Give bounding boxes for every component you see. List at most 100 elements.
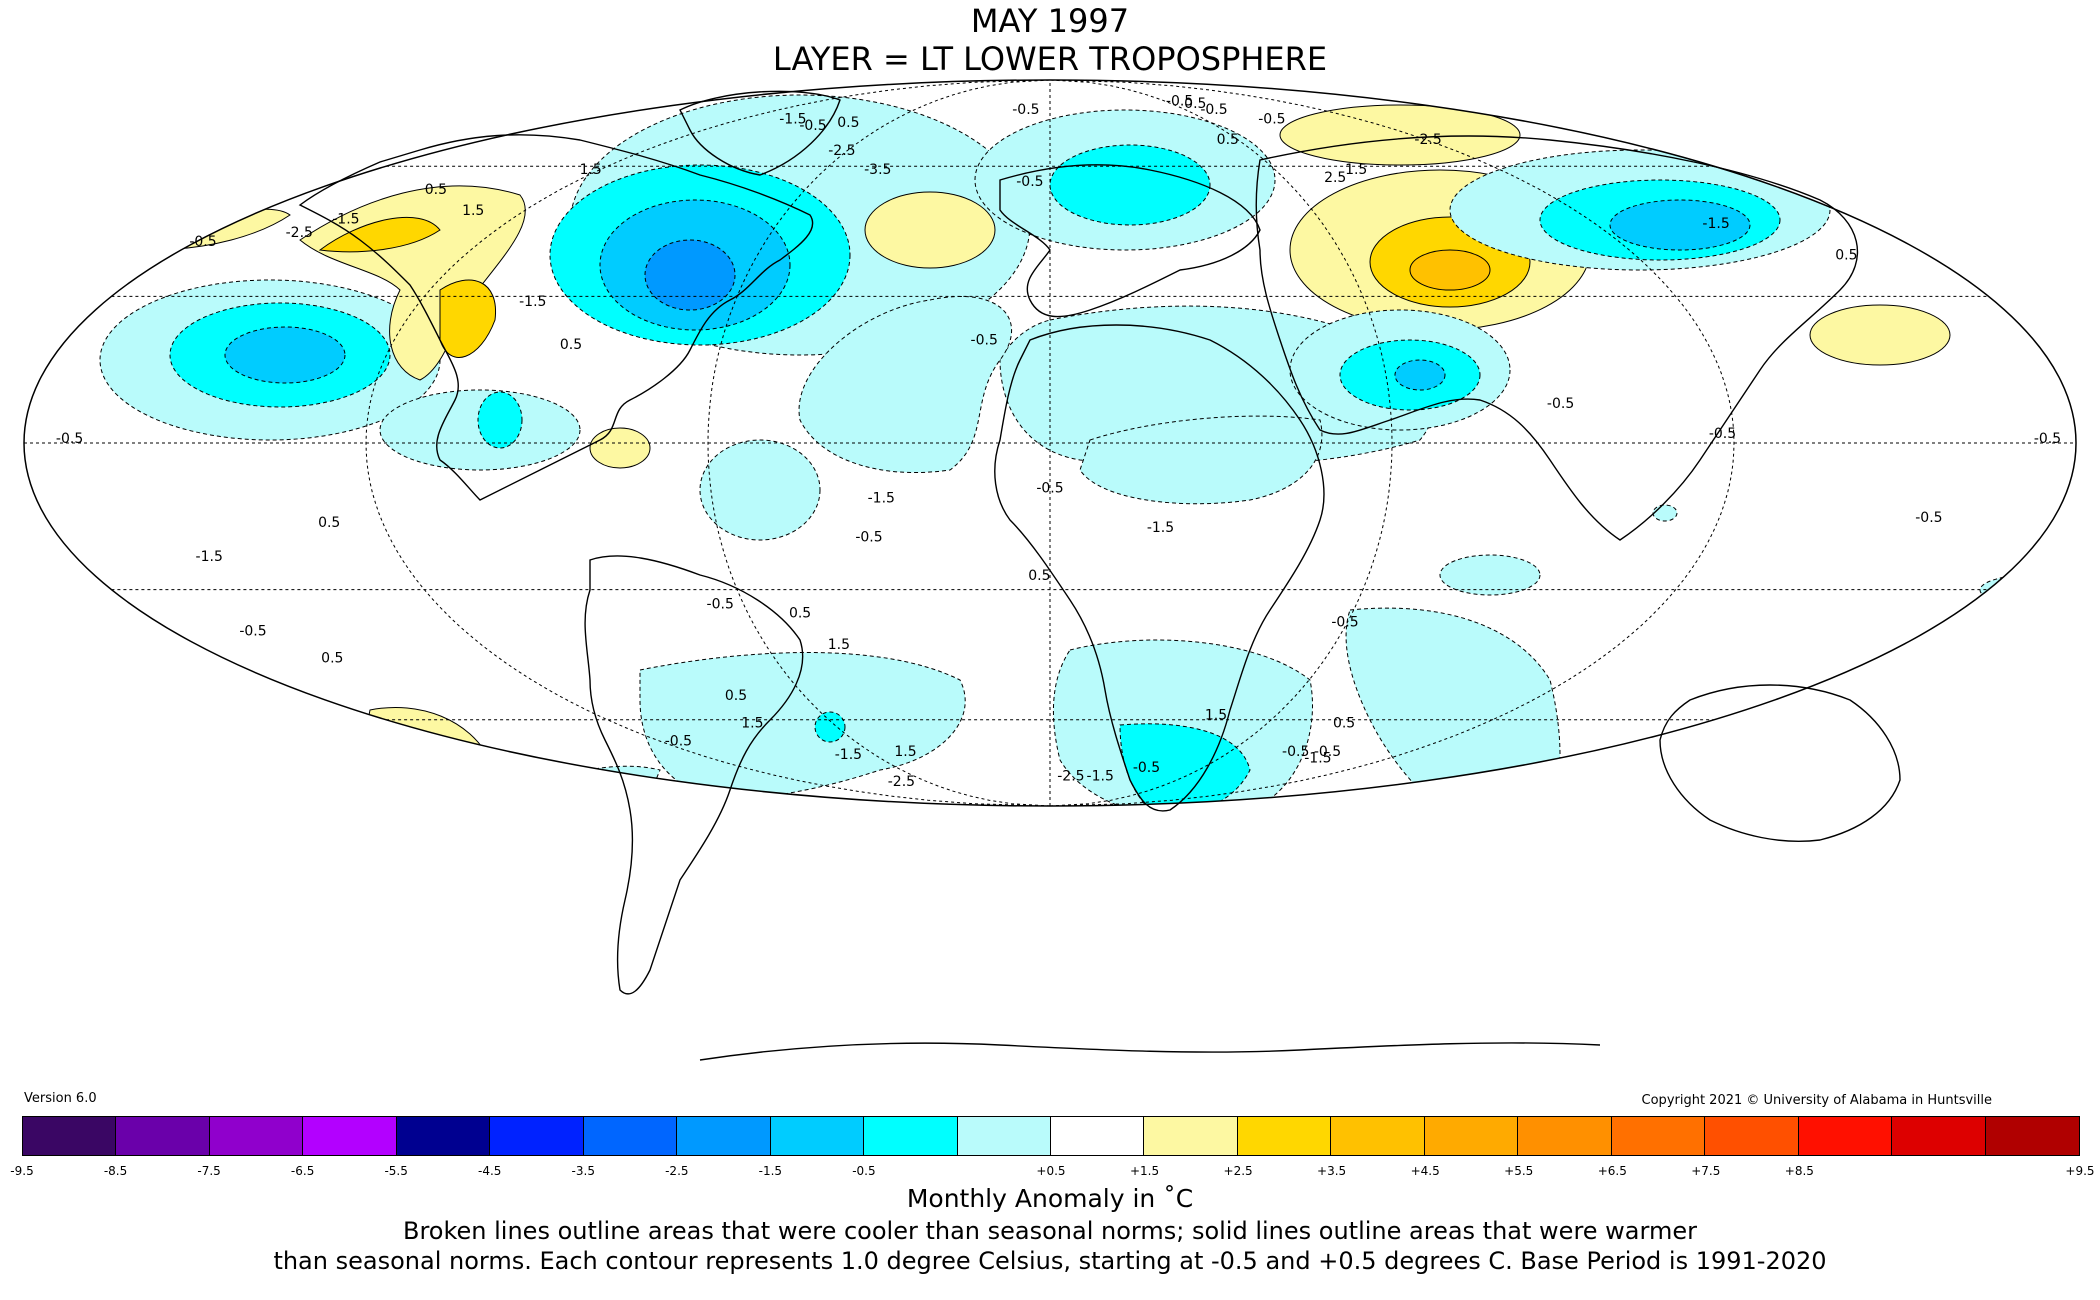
anomaly-layer bbox=[26, 94, 2076, 1070]
contour-label: -0.5 bbox=[1133, 760, 1160, 776]
anomaly-region-neg bbox=[169, 742, 281, 806]
contour-label: -1.5 bbox=[1087, 769, 1114, 785]
colorbar-segment bbox=[1985, 1117, 2079, 1155]
anomaly-region-neg bbox=[1652, 504, 1678, 522]
anomaly-region-pos bbox=[589, 427, 651, 469]
contour-label: -0.5 bbox=[239, 624, 266, 640]
contour-label: 0.5 bbox=[1217, 132, 1239, 148]
anomaly-region-neg bbox=[507, 765, 661, 806]
anomaly-region-neg bbox=[1979, 573, 2076, 607]
colorbar-segment bbox=[490, 1117, 584, 1155]
colorbar-segment bbox=[23, 1117, 117, 1155]
colorbar-segment bbox=[303, 1117, 397, 1155]
anomaly-region-pos bbox=[1300, 904, 1539, 986]
anomaly-region-neg bbox=[26, 576, 64, 594]
anomaly-region-pos bbox=[1809, 304, 1951, 366]
colorbar-tick-label: -0.5 bbox=[852, 1164, 876, 1178]
contour-label: -0.5 bbox=[56, 431, 83, 447]
coastline-asia bbox=[1255, 135, 1859, 541]
colorbar-segment bbox=[1611, 1117, 1706, 1155]
contour-label: -1.5 bbox=[779, 112, 806, 128]
contour-label: -0.5 bbox=[1282, 744, 1309, 760]
anomaly-region-neg bbox=[1439, 554, 1541, 596]
anomaly-region-neg bbox=[1609, 199, 1751, 251]
anomaly-region-pos bbox=[318, 216, 441, 253]
contour-label: -0.5 bbox=[1200, 102, 1227, 118]
contour-label: -0.5 bbox=[665, 734, 692, 750]
anomaly-region-pos bbox=[439, 279, 497, 358]
colorbar-tick-label: -2.5 bbox=[665, 1164, 689, 1178]
anomaly-region-pos bbox=[777, 1000, 920, 1062]
anomaly-region-pos bbox=[380, 878, 812, 1070]
chart-subtitle: LAYER = LT LOWER TROPOSPHERE bbox=[772, 40, 1328, 78]
colorbar-segment bbox=[1798, 1117, 1893, 1155]
contour-label: -0.5 bbox=[1709, 426, 1736, 442]
anomaly-region-pos bbox=[864, 191, 996, 269]
contour-label: 1.5 bbox=[580, 162, 602, 178]
copyright-label: Copyright 2021 © University of Alabama i… bbox=[1641, 1093, 1992, 1108]
contour-labels: -1.5-0.5-0.50.5-0.5-0.50.50.5-0.5-2.5-3.… bbox=[56, 93, 2061, 790]
contour-label: -0.5 bbox=[1166, 93, 1193, 109]
coastline-north-america bbox=[298, 134, 814, 501]
contour-label: -1.5 bbox=[1702, 216, 1729, 232]
coastlines bbox=[298, 90, 1901, 1061]
anomaly-region-pos bbox=[1409, 249, 1491, 291]
colorbar-segment bbox=[583, 1117, 678, 1155]
contour-label: 1.5 bbox=[1205, 708, 1227, 724]
contour-label: 1.5 bbox=[1345, 162, 1367, 178]
colorbar-segment bbox=[770, 1117, 865, 1155]
colorbar-tick-label: +4.5 bbox=[1410, 1164, 1440, 1178]
contour-label: 0.5 bbox=[1333, 715, 1355, 731]
colorbar-segment bbox=[1705, 1117, 1799, 1155]
contour-label: -0.5 bbox=[971, 332, 998, 348]
anomaly-region-neg bbox=[814, 711, 846, 743]
anomaly-region-neg bbox=[224, 326, 346, 384]
contour-label: 0.5 bbox=[725, 688, 747, 704]
contour-label: -0.5 bbox=[189, 234, 216, 250]
anomaly-region-neg bbox=[1345, 607, 1561, 806]
contour-label: 0.5 bbox=[560, 337, 582, 353]
colorbar-tick-label: -8.5 bbox=[103, 1164, 128, 1178]
anomaly-region-neg bbox=[1049, 144, 1211, 226]
chart-title: MAY 1997 bbox=[970, 2, 1130, 40]
contour-label: -0.5 bbox=[1314, 744, 1341, 760]
contour-label: -1.5 bbox=[835, 747, 862, 763]
coastline-australia bbox=[1659, 684, 1901, 842]
contour-label: -2.5 bbox=[1057, 769, 1084, 785]
contour-label: -2.5 bbox=[888, 774, 915, 790]
colorbar-tick-label: +5.5 bbox=[1504, 1164, 1534, 1178]
anomaly-region-pos bbox=[1828, 864, 1888, 892]
unit-label: Monthly Anomaly in ˚C bbox=[906, 1184, 1194, 1213]
contour-label: -0.5 bbox=[1258, 112, 1285, 128]
coastline-antarctica bbox=[699, 1042, 1601, 1061]
colorbar-segment bbox=[116, 1117, 210, 1155]
contour-label: 0.5 bbox=[1184, 96, 1206, 112]
colorbar-tick-label: -9.5 bbox=[10, 1164, 34, 1178]
anomaly-region-neg bbox=[644, 239, 736, 311]
contour-label: 0.5 bbox=[321, 650, 343, 666]
anomaly-region-pos bbox=[368, 706, 491, 785]
anomaly-region-neg bbox=[1394, 359, 1446, 391]
version-label: Version 6.0 bbox=[24, 1091, 97, 1106]
colorbar-segment bbox=[396, 1117, 491, 1155]
contour-label: -1.5 bbox=[519, 294, 546, 310]
anomaly-region-neg bbox=[639, 652, 966, 801]
longitude-line bbox=[365, 79, 1051, 807]
contour-label: -2.5 bbox=[828, 143, 855, 159]
contour-label: 0.5 bbox=[789, 606, 811, 622]
contour-label: -2.5 bbox=[286, 225, 313, 241]
colorbar-segment bbox=[864, 1117, 958, 1155]
colorbar-tick-label: +6.5 bbox=[1597, 1164, 1627, 1178]
colorbar-tick-label: +2.5 bbox=[1223, 1164, 1253, 1178]
anomaly-region-pos bbox=[1099, 779, 2003, 806]
contour-label: 2.5 bbox=[1324, 170, 1346, 186]
coastline-south-america bbox=[584, 555, 804, 995]
colorbar-tick-label: -7.5 bbox=[197, 1164, 221, 1178]
contour-label: -0.5 bbox=[1331, 615, 1358, 631]
contour-label: 0.5 bbox=[318, 515, 340, 531]
anomaly-region-neg bbox=[89, 714, 351, 806]
anomaly-region-neg bbox=[1430, 1026, 1540, 1050]
coastline-greenland bbox=[679, 90, 841, 176]
anomaly-region-pos bbox=[990, 819, 1078, 900]
contour-label: 1.5 bbox=[741, 715, 763, 731]
